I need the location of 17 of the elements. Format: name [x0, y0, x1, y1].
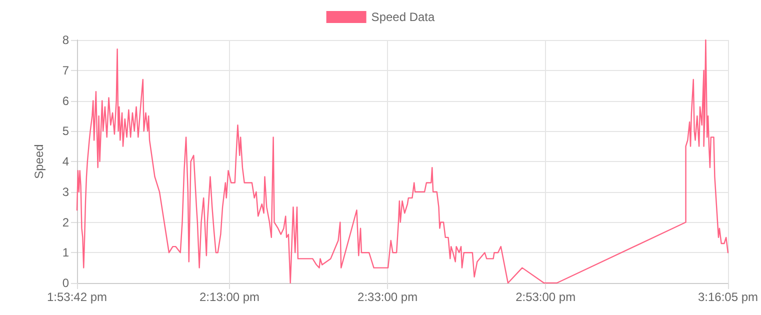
y-tick-label: 6	[62, 94, 70, 108]
y-tick-label: 2	[62, 215, 70, 230]
y-tick-label: 0	[62, 276, 70, 290]
x-tick-label: 2:33:00 pm	[358, 290, 418, 304]
y-tick-label: 5	[62, 124, 70, 138]
y-tick-label: 3	[62, 184, 70, 199]
y-tick-label: 1	[62, 246, 70, 260]
legend-label: Speed Data	[371, 10, 436, 24]
x-tick-label: 3:16:05 pm	[698, 290, 758, 304]
y-tick-label: 7	[62, 63, 70, 78]
y-axis-title: Speed	[32, 144, 46, 179]
line-series	[76, 39, 729, 284]
x-tick-label: 1:53:42 pm	[46, 290, 108, 304]
y-tick-label: 4	[62, 154, 70, 168]
y-tick-label: 8	[62, 33, 70, 47]
x-tick-label: 2:13:00 pm	[200, 290, 260, 304]
x-tick-label: 2:53:00 pm	[516, 290, 576, 304]
